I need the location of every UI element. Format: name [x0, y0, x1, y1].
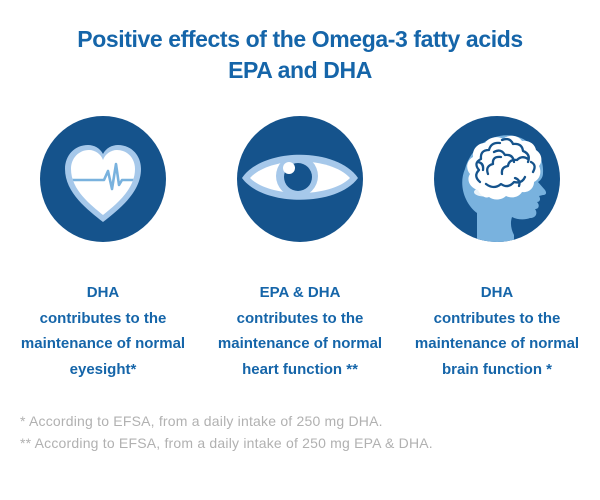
- title-line-1: Positive effects of the Omega-3 fatty ac…: [77, 26, 523, 52]
- card-line: contributes to the: [236, 309, 364, 327]
- brain-head-icon: [434, 116, 560, 242]
- card-line: contributes to the: [433, 309, 561, 327]
- footnotes: * According to EFSA, from a daily intake…: [0, 410, 600, 454]
- page-title: Positive effects of the Omega-3 fatty ac…: [0, 24, 600, 86]
- caption-brain-function: DHA contributes to the maintenance of no…: [399, 280, 595, 382]
- card-line: brain function *: [442, 360, 552, 378]
- footnote-dha: * According to EFSA, from a daily intake…: [20, 413, 383, 429]
- card-line: eyesight*: [69, 360, 137, 378]
- eye-icon: [237, 116, 363, 242]
- card-heading: DHA: [480, 284, 514, 301]
- caption-heart-function: EPA & DHA contributes to the maintenance…: [202, 280, 398, 382]
- caption-eyesight: DHA contributes to the maintenance of no…: [5, 280, 201, 382]
- caption-row: DHA contributes to the maintenance of no…: [0, 280, 600, 382]
- card-line: maintenance of normal: [414, 335, 580, 352]
- card-heading: DHA: [86, 284, 120, 301]
- card-line: heart function **: [242, 360, 358, 378]
- card-line: contributes to the: [39, 309, 167, 327]
- heart-ecg-icon: [40, 116, 166, 242]
- icon-card-heart: [5, 114, 201, 244]
- icon-card-eye: [202, 114, 398, 244]
- icon-card-brain: [399, 114, 595, 244]
- title-line-2: EPA and DHA: [228, 57, 372, 83]
- card-line: maintenance of normal: [217, 335, 383, 352]
- icon-row: [0, 114, 600, 244]
- footnote-epa-dha: ** According to EFSA, from a daily intak…: [20, 435, 433, 451]
- card-line: maintenance of normal: [20, 335, 186, 352]
- card-heading: EPA & DHA: [259, 284, 341, 301]
